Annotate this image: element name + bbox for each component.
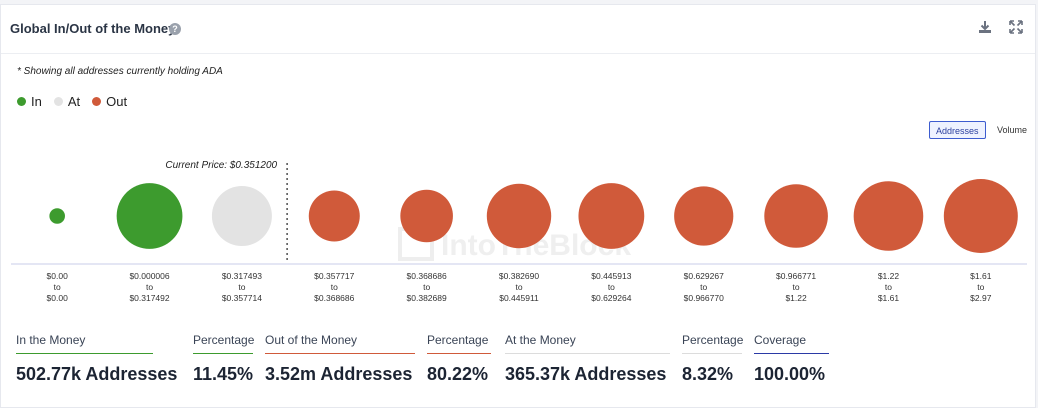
tick-label-high: $0.317492 (129, 293, 169, 303)
current-price-label: Current Price: $0.351200 (165, 160, 277, 171)
stat-block: Out of the Money 3.52m Addresses (265, 333, 415, 385)
bubble-out[interactable] (578, 183, 645, 249)
tick-label-high: $1.61 (878, 293, 900, 303)
tick-label-low: $0.000006 (129, 271, 169, 281)
addresses-toggle-button[interactable]: Addresses (929, 121, 986, 139)
tick-label-high: $0.382689 (407, 293, 447, 303)
tick-label-separator: to (793, 282, 800, 292)
legend-at-label: At (67, 94, 81, 109)
bubble-at[interactable] (211, 186, 272, 246)
bubble-in[interactable] (49, 208, 65, 224)
stat-value: 3.52m Addresses (265, 364, 413, 384)
bubble-in[interactable] (116, 183, 183, 249)
legend-in-dot (17, 97, 26, 106)
tick-label-low: $0.966771 (776, 271, 816, 281)
tick-label-low: $0.00 (47, 271, 69, 281)
tick-label-separator: to (331, 282, 338, 292)
stat-label: At the Money (505, 333, 670, 354)
tick-label-separator: to (608, 282, 615, 292)
bubble-out[interactable] (674, 186, 734, 246)
legend-out-dot (92, 97, 102, 106)
stat-label: Coverage (754, 333, 829, 354)
tick-label-separator: to (54, 282, 61, 292)
download-icon[interactable] (977, 19, 993, 35)
tick-label-low: $0.629267 (684, 271, 724, 281)
stat-label: Out of the Money (265, 333, 415, 354)
tick-label-separator: to (515, 282, 522, 292)
bubble-out[interactable] (400, 189, 453, 243)
volume-toggle-button[interactable]: Volume (997, 125, 1028, 135)
stat-block: At the Money 365.37k Addresses (505, 333, 670, 385)
expand-icon[interactable] (1008, 19, 1024, 35)
legend-item-in[interactable]: In (17, 94, 42, 109)
legend-in-label: In (31, 94, 42, 109)
tick-label-high: $1.22 (785, 293, 807, 303)
tick-label-low: $0.382690 (499, 271, 539, 281)
bubble-out[interactable] (943, 179, 1018, 253)
tick-label-separator: to (146, 282, 153, 292)
stat-block: Percentage 11.45% (193, 333, 254, 385)
legend-at-dot (53, 97, 63, 106)
stat-block: Coverage 100.00% (754, 333, 829, 385)
tick-label-separator: to (977, 282, 984, 292)
legend-item-out[interactable]: Out (92, 94, 127, 109)
bubble-out[interactable] (486, 183, 552, 249)
tick-label-low: $0.368686 (407, 271, 447, 281)
legend: In At Out (17, 94, 127, 109)
card-header: Global In/Out of the Money ? (1, 5, 1035, 54)
stat-block: In the Money 502.77k Addresses (16, 333, 177, 385)
stat-label: Percentage (682, 333, 743, 354)
tick-label-separator: to (423, 282, 430, 292)
stat-value: 502.77k Addresses (16, 364, 178, 384)
summary-stats: In the Money 502.77k Addresses Percentage 1… (1, 333, 1035, 393)
bubble-group (49, 179, 1018, 253)
tick-label-high: $0.445911 (499, 293, 539, 303)
tick-label-low: $0.445913 (591, 271, 631, 281)
tick-label-separator: to (885, 282, 892, 292)
tick-label-high: $0.368686 (314, 293, 354, 303)
tick-label-high: $0.357714 (222, 293, 262, 303)
stat-block: Percentage 8.32% (682, 333, 743, 385)
stat-label: Percentage (427, 333, 491, 354)
stat-value: 100.00% (754, 364, 826, 384)
stat-value: 80.22% (427, 364, 489, 384)
bubble-chart: IntoTheBlock Current Price: $0.351200 $0… (11, 160, 1027, 303)
legend-item-at[interactable]: At (53, 94, 81, 109)
bubble-out[interactable] (308, 190, 360, 242)
tick-label-separator: to (700, 282, 707, 292)
tick-label-separator: to (238, 282, 245, 292)
stat-block: Percentage 80.22% (427, 333, 491, 385)
tick-label-low: $1.61 (970, 271, 992, 281)
bubble-out[interactable] (853, 181, 924, 251)
help-icon[interactable]: ? (169, 23, 181, 35)
chart-card: Global In/Out of the Money ? * Showing a… (0, 4, 1036, 408)
card-title: Global In/Out of the Money (10, 21, 176, 36)
tick-label-low: $0.357717 (314, 271, 354, 281)
tick-labels: $0.00to$0.00$0.000006to$0.317492$0.31749… (47, 271, 992, 303)
tick-label-low: $1.22 (878, 271, 900, 281)
legend-out-label: Out (106, 94, 128, 109)
stat-value: 11.45% (193, 364, 254, 384)
holding-note: * Showing all addresses currently holdin… (17, 66, 223, 77)
bubble-out[interactable] (764, 184, 828, 248)
stat-label: Percentage (193, 333, 254, 354)
tick-label-high: $2.97 (970, 293, 992, 303)
tick-label-low: $0.317493 (222, 271, 262, 281)
stat-value: 8.32% (682, 364, 734, 384)
tick-label-high: $0.00 (47, 293, 69, 303)
stat-value: 365.37k Addresses (505, 364, 667, 384)
tick-label-high: $0.966770 (684, 293, 724, 303)
tick-label-high: $0.629264 (591, 293, 631, 303)
stat-label: In the Money (16, 333, 153, 354)
